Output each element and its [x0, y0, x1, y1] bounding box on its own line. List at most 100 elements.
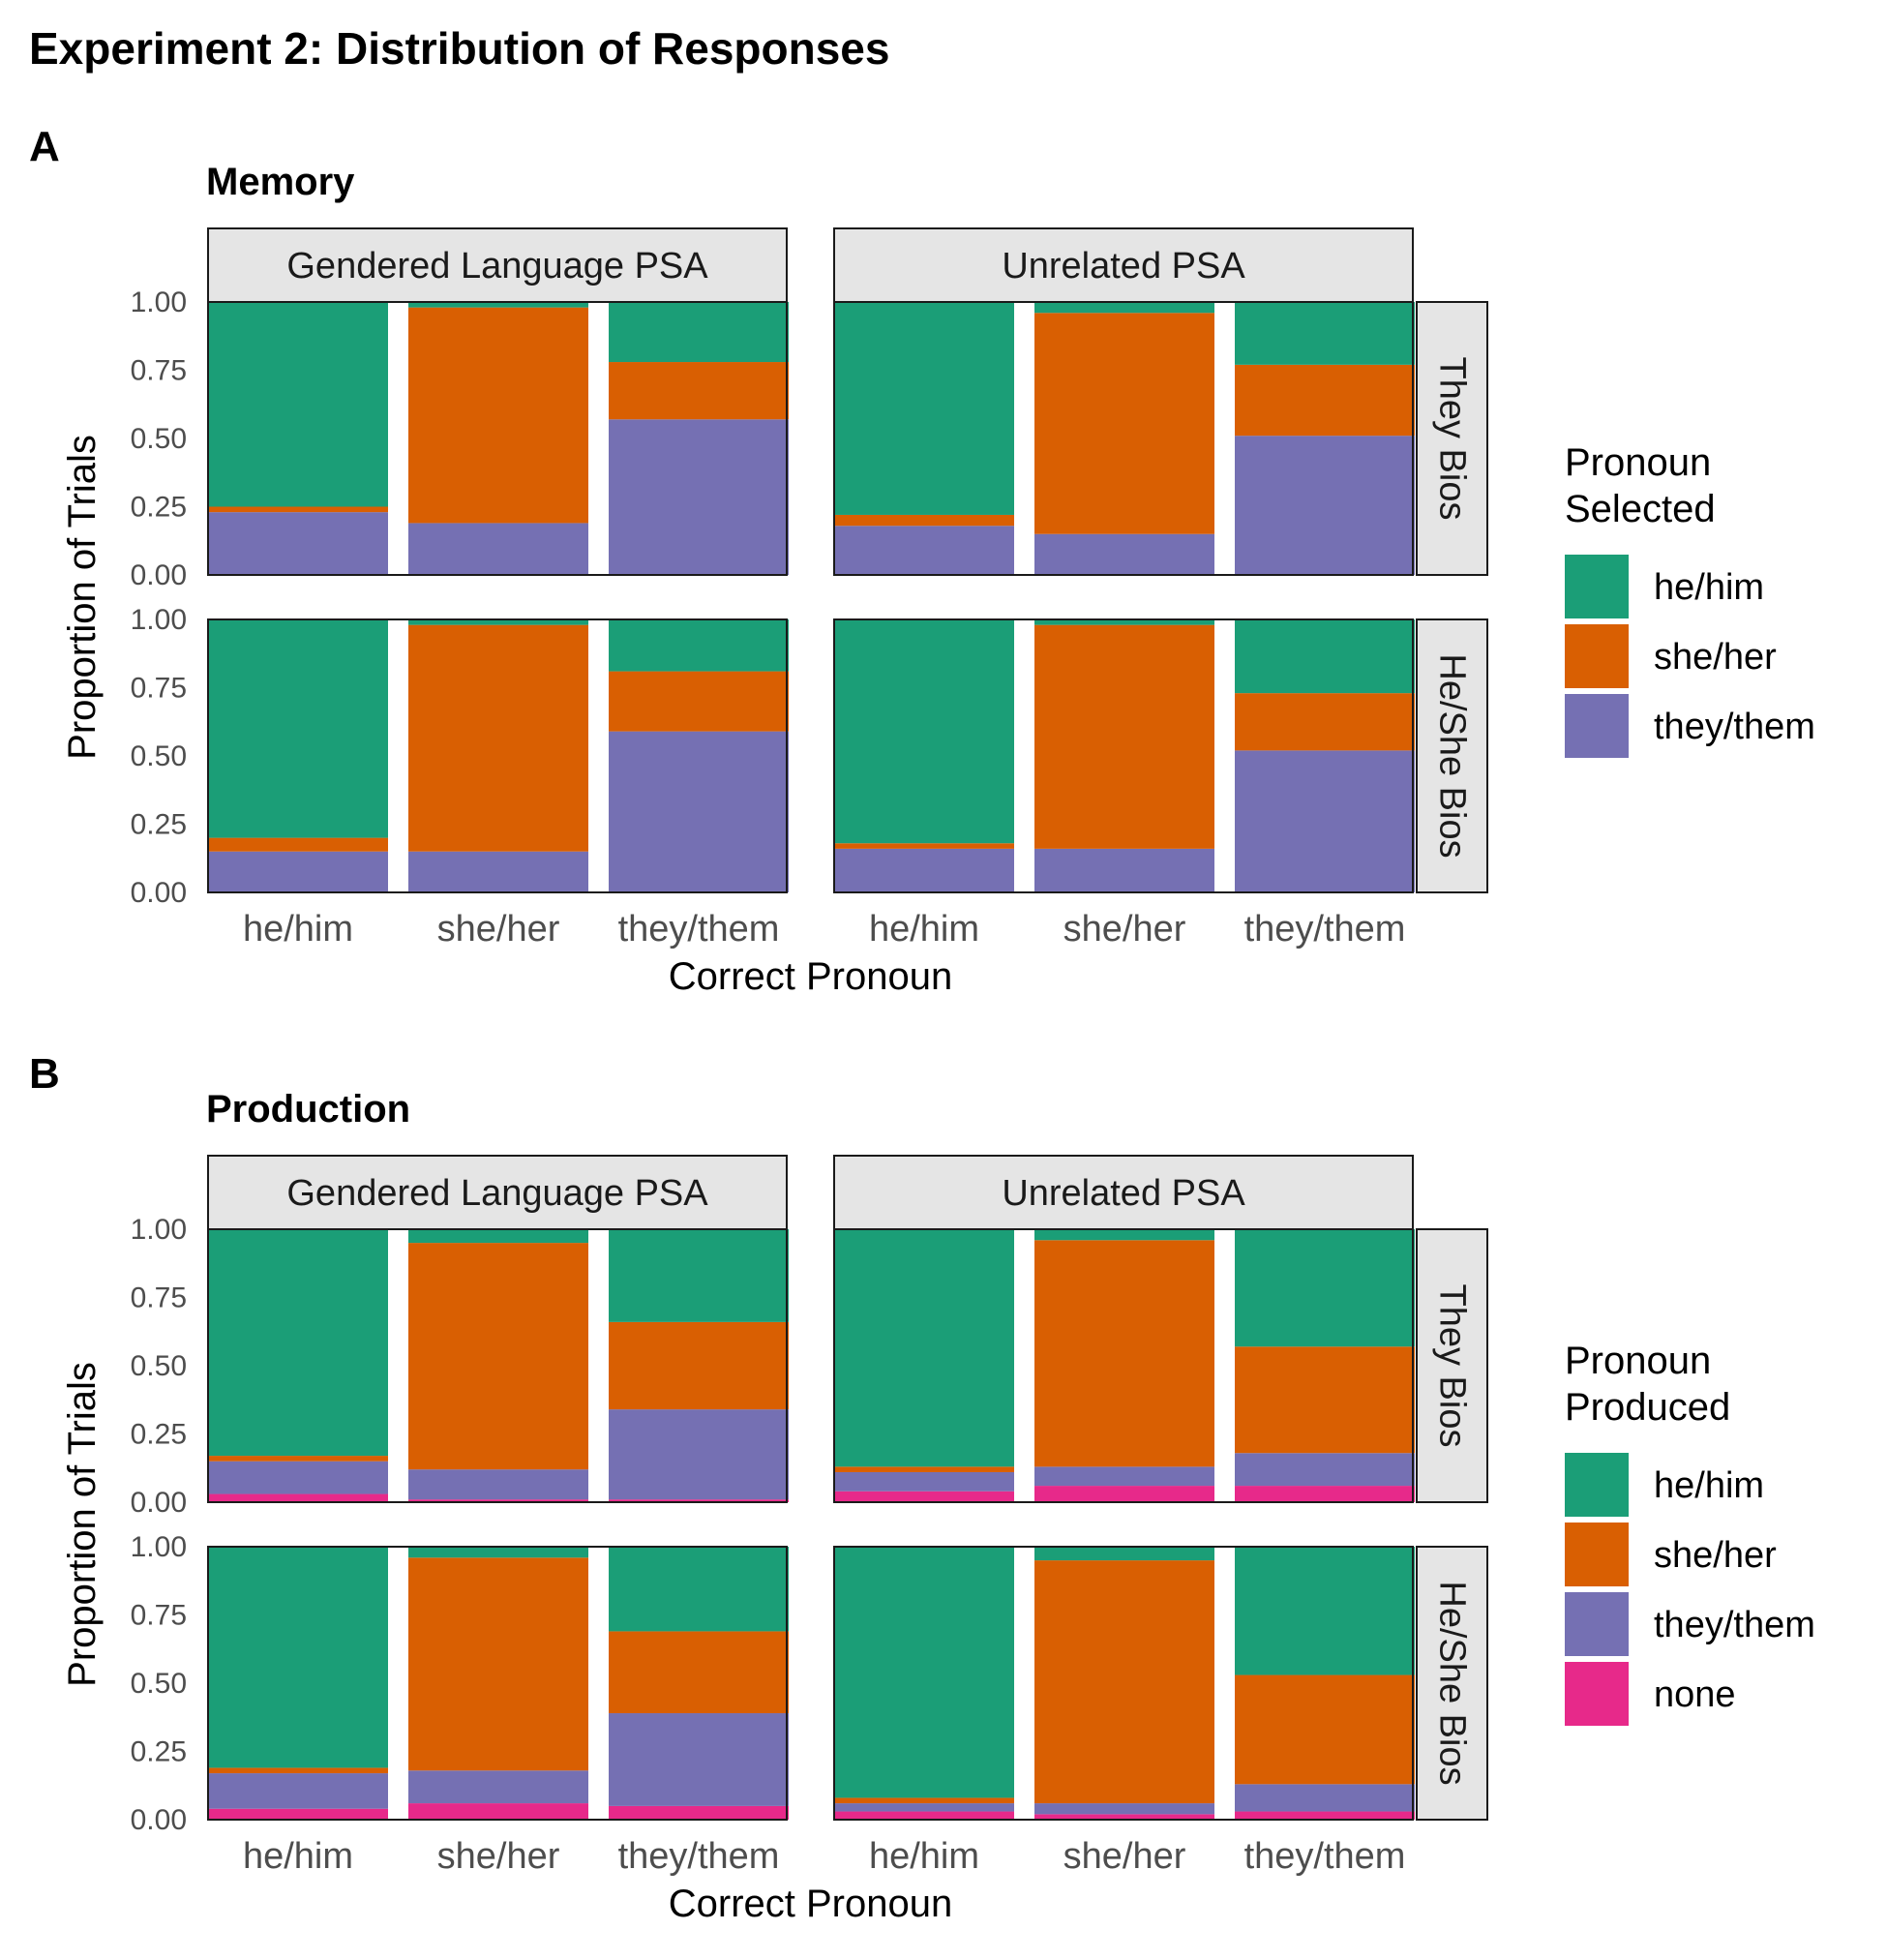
- facet-border: [207, 1228, 788, 1503]
- facet-strip-row: [1416, 1228, 1488, 1503]
- bar-segment: [1235, 1229, 1415, 1347]
- bar-segment: [834, 1797, 1014, 1804]
- x-tick-label: he/him: [243, 909, 353, 950]
- bar-segment: [1034, 1547, 1214, 1561]
- legend-swatch: [1565, 624, 1629, 688]
- legend-label: he/him: [1654, 567, 1764, 608]
- bar-segment: [834, 526, 1014, 575]
- bar-segment: [208, 512, 388, 575]
- legend-swatch: [1565, 1662, 1629, 1726]
- bar-segment: [408, 624, 588, 852]
- y-tick-label: 0.75: [131, 1600, 187, 1632]
- y-tick-label: 0.00: [131, 1487, 187, 1519]
- bar-segment: [834, 843, 1014, 849]
- bar-segment: [1235, 364, 1415, 437]
- x-tick-label: she/her: [1063, 1836, 1186, 1877]
- bar-segment: [1034, 619, 1214, 625]
- legend-title: Selected: [1565, 488, 1716, 530]
- bar-segment: [834, 302, 1014, 515]
- bar-segment: [208, 1773, 388, 1809]
- legend-swatch: [1565, 1523, 1629, 1586]
- bar-segment: [1034, 1803, 1214, 1815]
- bar-segment: [208, 1767, 388, 1774]
- facet-border: [833, 618, 1414, 893]
- bar-segment: [1235, 1547, 1415, 1675]
- bar-segment: [208, 302, 388, 507]
- panel-B: B Production Gendered Language PSA Unrelate…: [29, 1050, 1815, 1925]
- facet-plot: [207, 1228, 789, 1503]
- facet-plot: [207, 618, 789, 893]
- bar-segment: [609, 1631, 789, 1714]
- facet-border: [833, 301, 1414, 576]
- x-axis-title: Correct Pronoun: [669, 955, 952, 998]
- y-tick-label: 0.75: [131, 673, 187, 705]
- x-axis-title: Correct Pronoun: [669, 1883, 952, 1925]
- panel-A: A Memory Gendered Language PSA Unrelated PS…: [29, 123, 1815, 998]
- legend-title: Produced: [1565, 1386, 1730, 1429]
- y-tick-label: 1.00: [131, 1531, 187, 1563]
- legend-label: he/him: [1654, 1465, 1764, 1506]
- bar-segment: [1235, 1346, 1415, 1454]
- bar-segment: [408, 1557, 588, 1771]
- bar-segment: [1235, 1674, 1415, 1785]
- legend-swatch: [1565, 555, 1629, 618]
- bar-segment: [609, 619, 789, 672]
- facet-strip-row: [1416, 1546, 1488, 1821]
- facet-strip-row: [1416, 618, 1488, 893]
- x-tick-label: they/them: [618, 909, 780, 950]
- facet-border: [207, 1546, 788, 1821]
- bar-segment: [609, 1805, 789, 1820]
- bar-segment: [208, 619, 388, 838]
- legend-label: she/her: [1654, 1535, 1777, 1576]
- bar-segment: [408, 1770, 588, 1804]
- y-tick-label: 0.50: [131, 740, 187, 772]
- bar-segment: [609, 671, 789, 732]
- bar-segment: [609, 1547, 789, 1632]
- x-tick-label: he/him: [869, 1836, 979, 1877]
- legend-swatch: [1565, 1592, 1629, 1656]
- bar-segment: [609, 362, 789, 420]
- facet-plot: [833, 618, 1415, 893]
- bar-segment: [408, 523, 588, 575]
- bar-segment: [408, 302, 588, 308]
- bar-segment: [208, 1461, 388, 1494]
- y-tick-label: 0.00: [131, 559, 187, 591]
- y-tick-label: 0.25: [131, 809, 187, 841]
- bar-segment: [208, 1493, 388, 1502]
- legend-label: none: [1654, 1674, 1736, 1715]
- bar-segment: [1235, 619, 1415, 694]
- bar-segment: [1235, 1784, 1415, 1812]
- facet-label-row: He/She Bios: [1432, 653, 1473, 858]
- y-tick-label: 0.50: [131, 1668, 187, 1700]
- bar-segment: [1235, 750, 1415, 892]
- bar-segment: [609, 419, 789, 575]
- bar-segment: [609, 1409, 789, 1500]
- facet-border: [833, 1228, 1414, 1503]
- bar-segment: [834, 1811, 1014, 1820]
- bar-segment: [1034, 313, 1214, 534]
- bar-segment: [408, 619, 588, 625]
- panel-title: Memory: [206, 161, 355, 203]
- facet-plot: [833, 1228, 1415, 1503]
- bar-segment: [1034, 533, 1214, 575]
- bar-segment: [1034, 1486, 1214, 1502]
- facet-strip-col: [207, 1155, 788, 1230]
- bar-segment: [408, 1499, 588, 1502]
- legend-label: she/her: [1654, 637, 1777, 678]
- bar-segment: [834, 1471, 1014, 1492]
- bar-segment: [1235, 1486, 1415, 1502]
- y-tick-label: 1.00: [131, 1214, 187, 1246]
- y-tick-label: 0.25: [131, 492, 187, 524]
- x-tick-label: they/them: [618, 1836, 780, 1877]
- y-tick-label: 0.00: [131, 877, 187, 909]
- bar-segment: [834, 1466, 1014, 1472]
- facet-plot: [833, 1546, 1415, 1821]
- bar-segment: [1034, 624, 1214, 849]
- x-tick-label: she/her: [437, 909, 560, 950]
- bar-segment: [1235, 302, 1415, 365]
- y-axis-title: Proportion of Trials: [61, 435, 104, 760]
- facet-plot: [207, 1546, 789, 1821]
- facet-border: [833, 1546, 1414, 1821]
